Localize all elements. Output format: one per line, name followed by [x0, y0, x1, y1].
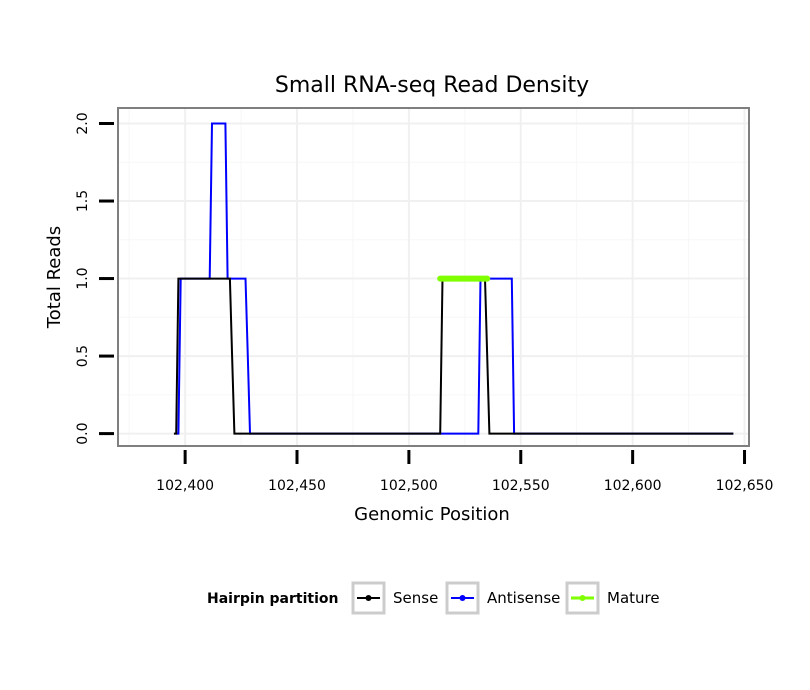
chart-title: Small RNA-seq Read Density — [275, 73, 589, 98]
y-tick-label: 0.0 — [75, 422, 91, 444]
y-tick-label: 1.5 — [75, 190, 91, 212]
series-layer — [173, 122, 734, 435]
y-tick-label: 2.0 — [75, 112, 91, 134]
legend: Hairpin partition Sense Antisense Mature — [207, 581, 660, 615]
x-tick-label: 102,400 — [156, 478, 214, 494]
x-tick-label: 102,650 — [716, 478, 774, 494]
x-tick-label: 102,550 — [492, 478, 550, 494]
y-tick-label: 0.5 — [75, 345, 91, 367]
legend-label-mature: Mature — [607, 589, 660, 607]
legend-key-point — [459, 595, 466, 601]
series-line-sense — [173, 277, 734, 435]
legend-label-sense: Sense — [393, 589, 438, 607]
x-axis-label: Genomic Position — [354, 504, 510, 525]
plot-background — [118, 108, 749, 446]
y-axis: 0.0 0.5 1.0 1.5 2.0 — [75, 112, 114, 445]
legend-title: Hairpin partition — [207, 591, 338, 607]
legend-key-point — [579, 595, 586, 601]
y-tick-label: 1.0 — [75, 267, 91, 289]
x-tick-label: 102,500 — [380, 478, 438, 494]
legend-key-point — [365, 595, 372, 601]
grid — [118, 108, 749, 446]
x-axis: 102,400 102,450 102,500 102,550 102,600 102,6… — [156, 450, 773, 494]
y-axis-label: Total Reads — [44, 226, 65, 329]
x-tick-label: 102,600 — [604, 478, 662, 494]
plot-panel-border — [117, 107, 750, 447]
legend-label-antisense: Antisense — [487, 589, 560, 607]
x-tick-label: 102,450 — [268, 478, 326, 494]
